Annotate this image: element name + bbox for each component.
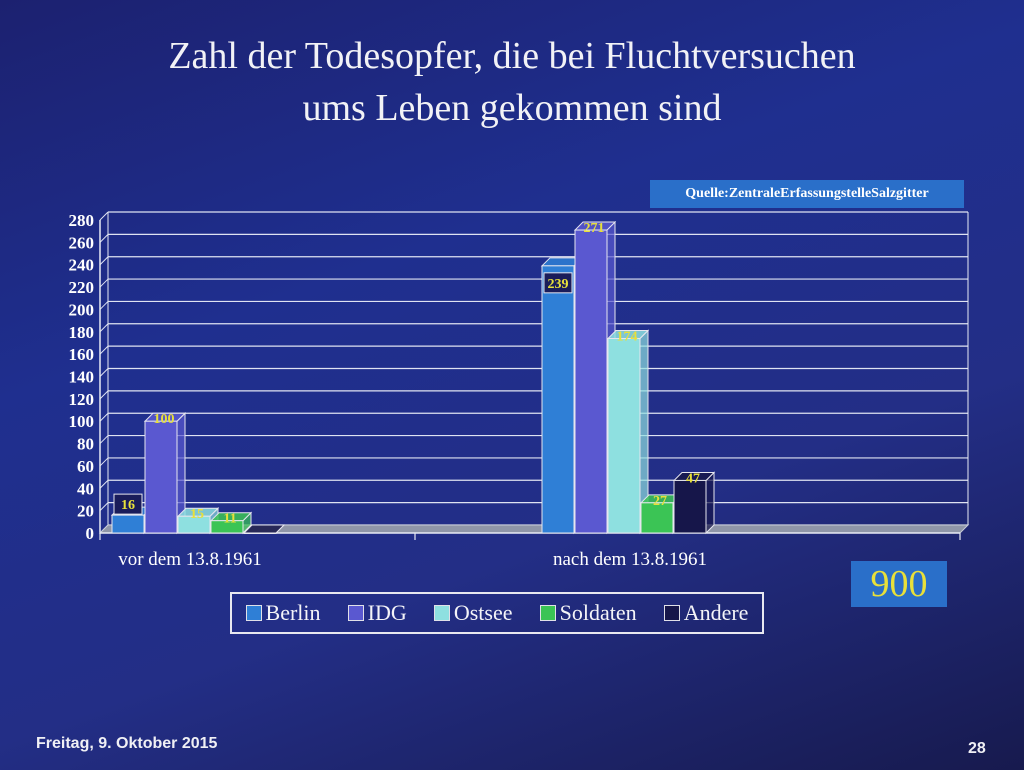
title-line-2: ums Leben gekommen sind (302, 87, 722, 129)
y-tick-label: 100 (69, 412, 95, 431)
data-label: 47 (686, 471, 700, 486)
gridline-depth (99, 256, 109, 266)
source-box: Quelle:ZentraleErfassungstelleSalzgitter (650, 180, 964, 208)
bar-ostsee (607, 337, 641, 534)
bar-soldaten (640, 502, 674, 534)
data-label: 15 (190, 507, 204, 522)
y-tick-label: 20 (77, 502, 94, 521)
y-tick-label: 120 (69, 390, 95, 409)
legend-label: Ostsee (453, 600, 513, 625)
legend-label: Berlin (265, 600, 321, 625)
bar-idg (574, 229, 608, 534)
x-category-label: vor dem 13.8.1961 (118, 549, 262, 570)
bar-andere (243, 532, 277, 534)
gridline-depth (99, 368, 109, 377)
y-tick-label: 40 (77, 479, 94, 498)
bar-soldaten (210, 520, 244, 534)
legend-item: Berlin (245, 600, 321, 626)
legend-swatch (663, 605, 680, 621)
data-label: 174 (617, 329, 638, 344)
data-label: 27 (653, 494, 667, 509)
legend-swatch (245, 605, 262, 621)
gridline-depth (99, 412, 109, 422)
legend-label: IDG (367, 600, 407, 625)
gridline-depth (99, 234, 109, 243)
gridline-depth (99, 457, 109, 467)
legend-label: Soldaten (559, 600, 637, 625)
total-count: 900 (851, 561, 947, 607)
bar-berlin (111, 514, 145, 534)
page-number: 28 (968, 740, 986, 757)
gridline-depth (99, 345, 109, 355)
gridline-depth (99, 479, 109, 489)
y-tick-label: 220 (69, 278, 95, 297)
gridline-depth (99, 211, 109, 221)
legend-label: Andere (683, 600, 749, 625)
legend-item: Ostsee (433, 600, 513, 626)
y-tick-label: 140 (69, 368, 95, 387)
y-tick-label: 260 (69, 233, 95, 252)
bar-berlin (541, 265, 575, 534)
bar-side (705, 471, 715, 535)
y-tick-label: 160 (69, 345, 95, 364)
gridline-depth (99, 301, 109, 310)
data-label-box (543, 272, 573, 294)
gridline-depth (99, 435, 109, 444)
legend-swatch (539, 605, 556, 621)
data-label: 239 (548, 277, 569, 292)
data-label: 271 (584, 221, 605, 236)
chart-legend: Berlin IDG Ostsee Soldaten Andere (230, 592, 764, 634)
y-tick-label: 0 (86, 524, 95, 543)
data-label: 11 (223, 512, 236, 527)
y-tick-label: 180 (69, 323, 95, 342)
legend-item: Soldaten (539, 600, 637, 626)
y-tick-label: 200 (69, 300, 95, 319)
title-line-1: Zahl der Todesopfer, die bei Fluchtversu… (168, 35, 856, 77)
y-tick-label: 240 (69, 256, 95, 275)
y-tick-label: 60 (77, 457, 94, 476)
legend-item: IDG (347, 600, 407, 626)
gridline-depth (99, 390, 109, 400)
bar-ostsee (177, 515, 211, 534)
legend-swatch (347, 605, 364, 621)
data-label-box (113, 493, 143, 515)
data-label: 100 (154, 412, 175, 427)
bar-idg (144, 420, 178, 534)
gridline-depth (99, 502, 109, 511)
footer-date: Freitag, 9. Oktober 2015 (36, 735, 218, 752)
gridline-depth (99, 323, 109, 333)
y-tick-label: 80 (77, 435, 94, 454)
y-tick-label: 280 (69, 211, 95, 230)
gridline-depth (99, 278, 109, 288)
legend-swatch (433, 605, 450, 621)
data-label: 16 (121, 498, 135, 513)
x-category-label: nach dem 13.8.1961 (553, 549, 707, 570)
legend-item: Andere (663, 600, 749, 626)
bar-andere (673, 479, 707, 534)
slide-title: Zahl der Todesopfer, die bei Fluchtversu… (0, 30, 1024, 134)
